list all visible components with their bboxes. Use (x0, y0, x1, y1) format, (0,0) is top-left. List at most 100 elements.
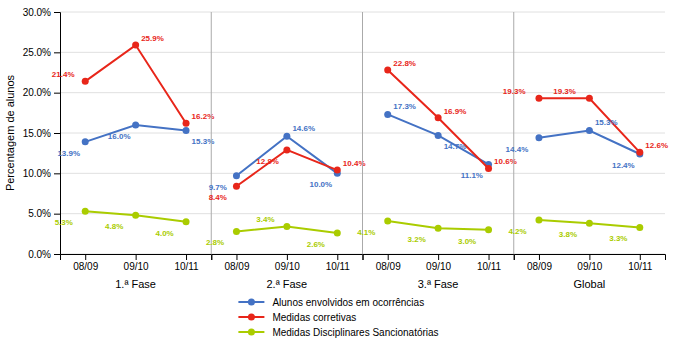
data-label: 14.4% (506, 145, 529, 154)
series-line (388, 114, 489, 164)
data-label: 3.4% (256, 215, 274, 224)
tick-mark (287, 254, 288, 260)
grid-line (514, 12, 665, 13)
group-label: 1.ª Fase (115, 278, 156, 290)
grid-line (514, 52, 665, 53)
point (384, 217, 391, 224)
tick-mark (186, 254, 187, 260)
tick: 08/09 (224, 254, 249, 272)
tick-label: 09/10 (577, 261, 602, 272)
point (233, 183, 240, 190)
tick: 08/09 (527, 254, 552, 272)
tick-label: 10/11 (477, 261, 502, 272)
data-labels: 13.9%16.0%15.3%21.4%25.9%16.2%5.3%4.8%4.… (52, 34, 214, 238)
point (384, 111, 391, 118)
legend-item: Medidas corretivas (238, 312, 356, 323)
tick-label: 10/11 (326, 261, 351, 272)
data-label: 13.9% (57, 149, 80, 158)
point (636, 224, 643, 231)
tick-label: 5.0% (28, 208, 51, 219)
group-label: Global (573, 278, 605, 290)
data-label: 14.6% (292, 124, 315, 133)
point (283, 223, 290, 230)
data-label: 4.0% (155, 229, 173, 238)
data-label: 3.2% (408, 235, 426, 244)
data-label: 12.9% (256, 157, 279, 166)
point (535, 95, 542, 102)
point (586, 127, 593, 134)
data-label: 16.0% (108, 132, 131, 141)
legend-marker (248, 329, 255, 336)
point (485, 226, 492, 233)
axis-line (514, 255, 665, 261)
plot-area (233, 133, 341, 237)
separator (513, 12, 514, 254)
data-label: 4.2% (508, 227, 526, 236)
tick-mark (438, 254, 439, 260)
point (283, 133, 290, 140)
point (435, 225, 442, 232)
tick: 09/10 (426, 254, 451, 272)
series-line (85, 211, 186, 221)
grid (363, 12, 514, 254)
legend-marker (248, 299, 255, 306)
tick-label: 09/10 (124, 261, 149, 272)
data-labels: 14.4%15.3%12.4%19.3%19.3%12.6%4.2%3.8%3.… (503, 87, 668, 243)
data-label: 21.4% (52, 70, 75, 79)
data-label: 14.7% (444, 142, 467, 151)
legend: Alunos envolvidos em ocorrênciasMedidas … (238, 297, 438, 338)
data-label: 25.9% (141, 34, 164, 43)
separator (211, 12, 212, 254)
point (586, 220, 593, 227)
point (183, 218, 190, 225)
tick-label: 08/09 (73, 261, 98, 272)
x-axis: 08/09 09/10 10/11 (514, 254, 665, 272)
point (485, 165, 492, 172)
x-axis: 08/0909/1010/11 (363, 254, 514, 272)
series-line (539, 98, 640, 152)
data-label: 9.7% (209, 183, 227, 192)
tick-mark (489, 254, 490, 260)
grid-line (211, 12, 362, 13)
data-label: 5.3% (55, 218, 73, 227)
grid (60, 12, 211, 254)
panel: 08/0909/1010/112.ª Fase9.7%14.6%10.0%8.4… (206, 12, 366, 290)
series-line (388, 70, 489, 168)
tick-mark (54, 93, 60, 94)
series-line (539, 131, 640, 154)
point (435, 114, 442, 121)
grid-line (363, 52, 514, 53)
tick-label: 25.0% (23, 47, 51, 58)
tick-label: 20.0% (23, 87, 51, 98)
data-label: 17.3% (393, 102, 416, 111)
grid-line (514, 92, 665, 93)
plot-area (535, 95, 643, 231)
tick: 10/11 (628, 254, 653, 272)
tick-mark (54, 52, 60, 53)
point (183, 127, 190, 134)
data-label: 15.3% (595, 118, 618, 127)
point (183, 120, 190, 127)
data-label: 16.9% (444, 107, 467, 116)
tick: 08/09 (73, 254, 98, 272)
tick-mark (539, 254, 540, 260)
series-line (539, 220, 640, 227)
tick-mark (54, 133, 60, 134)
tick-label: 30.0% (23, 7, 51, 18)
grid-line (60, 173, 211, 174)
data-label: 4.1% (357, 228, 375, 237)
tick-label: 10/11 (628, 261, 653, 272)
tick-label: 10/11 (174, 261, 199, 272)
plot-area (384, 67, 492, 234)
tick-mark (236, 254, 237, 260)
grid (211, 12, 362, 254)
point (535, 134, 542, 141)
chart: 0.0%5.0%10.0%15.0%20.0%25.0%30.0%08/0909… (0, 0, 677, 349)
data-label: 19.3% (503, 87, 526, 96)
grid-line (60, 52, 211, 53)
point (586, 95, 593, 102)
axis-line (61, 255, 212, 261)
tick: 10.0% (23, 168, 60, 179)
tick-mark (54, 214, 60, 215)
tick-mark (589, 254, 590, 260)
